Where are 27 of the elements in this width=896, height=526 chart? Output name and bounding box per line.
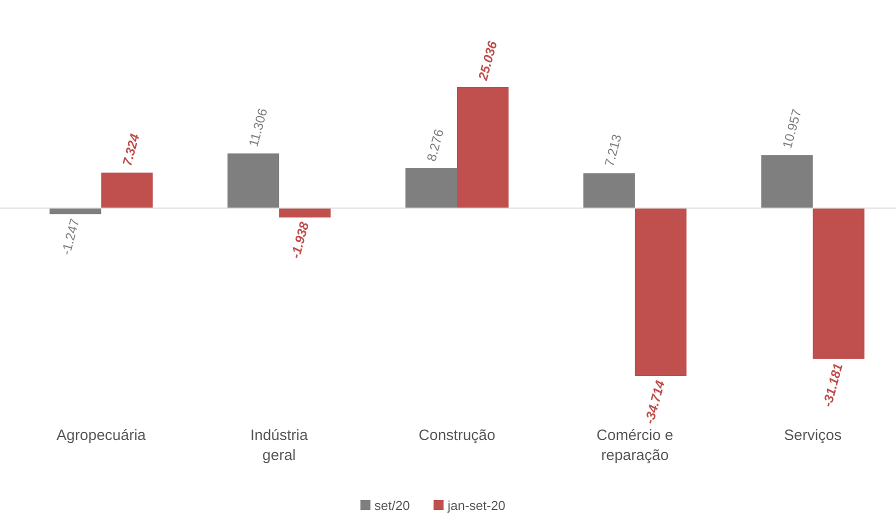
bar xyxy=(227,153,280,208)
x-tick-label: Agropecuária xyxy=(56,427,146,444)
bar xyxy=(634,208,687,376)
x-tick-label: Serviços xyxy=(784,427,842,444)
data-label: -1.247 xyxy=(58,217,82,257)
legend-label: jan-set-20 xyxy=(446,498,506,513)
legend-label: set/20 xyxy=(374,498,410,513)
x-tick-label: Indústria geral xyxy=(250,427,309,464)
bar xyxy=(405,168,457,208)
bar xyxy=(50,208,102,214)
bar xyxy=(101,172,153,208)
data-label: 25.036 xyxy=(474,38,500,83)
data-label: 7.213 xyxy=(602,132,624,168)
bar xyxy=(761,155,813,208)
bar xyxy=(583,173,635,208)
data-label: 8.276 xyxy=(424,128,447,163)
x-tick-label: Comércio e reparação xyxy=(596,427,674,464)
data-label: -1.938 xyxy=(288,220,312,260)
bar xyxy=(457,87,509,208)
data-label: 10.957 xyxy=(779,108,804,150)
bar xyxy=(279,208,331,218)
x-tick-label: Construção xyxy=(418,427,496,444)
data-label: 7.324 xyxy=(119,131,142,168)
data-label: -34.714 xyxy=(642,378,668,426)
data-label: -31.181 xyxy=(820,362,846,408)
data-label: 11.306 xyxy=(246,106,270,148)
bar xyxy=(812,208,864,359)
